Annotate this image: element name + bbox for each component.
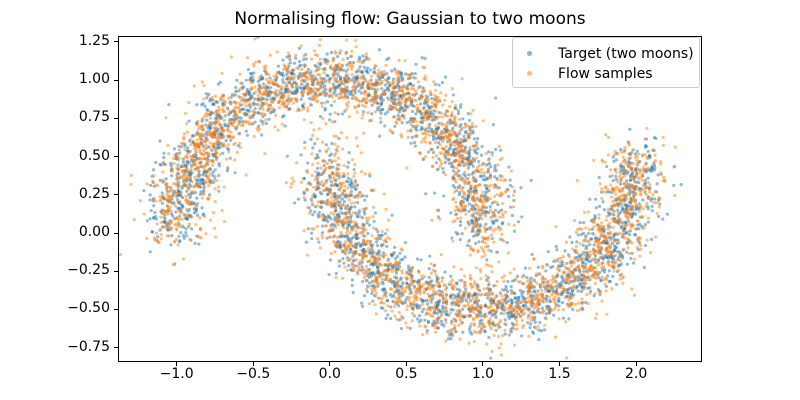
x-tick-label: 0.0: [318, 366, 341, 382]
y-tick-label: −0.25: [67, 262, 110, 279]
x-tick: [405, 362, 407, 366]
y-tick-label: 1.25: [78, 32, 110, 49]
y-tick-label: 0.50: [78, 147, 110, 164]
y-tick: [114, 270, 118, 272]
x-tick-label: 2.0: [625, 366, 648, 382]
y-tick-label: 0.25: [78, 185, 110, 202]
y-tick-label: 1.00: [78, 71, 110, 88]
legend-label-flow: Flow samples: [558, 65, 653, 82]
chart-title: Normalising flow: Gaussian to two moons: [234, 9, 586, 29]
y-tick: [114, 79, 118, 81]
flow-series-marker-icon: [527, 71, 532, 76]
legend-label-target: Target (two moons): [558, 45, 694, 62]
y-tick: [114, 347, 118, 349]
target-series-marker-icon: [527, 51, 532, 56]
y-tick-label: −0.75: [67, 338, 110, 355]
y-tick: [114, 156, 118, 158]
x-tick: [252, 362, 254, 366]
y-tick-label: 0.00: [78, 224, 110, 240]
y-tick-label: −0.50: [67, 300, 110, 317]
legend-item-flow: Flow samples: [527, 64, 695, 84]
x-tick-label: 0.5: [395, 366, 418, 382]
y-tick: [114, 308, 118, 310]
y-tick: [114, 41, 118, 43]
plot-area: [118, 36, 702, 362]
x-tick-label: 1.5: [548, 366, 571, 382]
y-tick: [114, 194, 118, 196]
x-tick-label: −0.5: [236, 366, 271, 382]
x-tick: [176, 362, 178, 366]
x-tick: [482, 362, 484, 366]
scatter-canvas: [118, 36, 702, 362]
x-tick-label: −1.0: [159, 366, 194, 382]
legend-item-target: Target (two moons): [527, 44, 695, 64]
y-tick-label: 0.75: [78, 109, 110, 126]
x-tick: [329, 362, 331, 366]
x-tick: [635, 362, 637, 366]
legend: Target (two moons) Flow samples: [512, 37, 700, 88]
y-tick: [114, 117, 118, 119]
x-tick: [559, 362, 561, 366]
x-tick-label: 1.0: [471, 366, 495, 382]
y-tick: [114, 232, 118, 234]
